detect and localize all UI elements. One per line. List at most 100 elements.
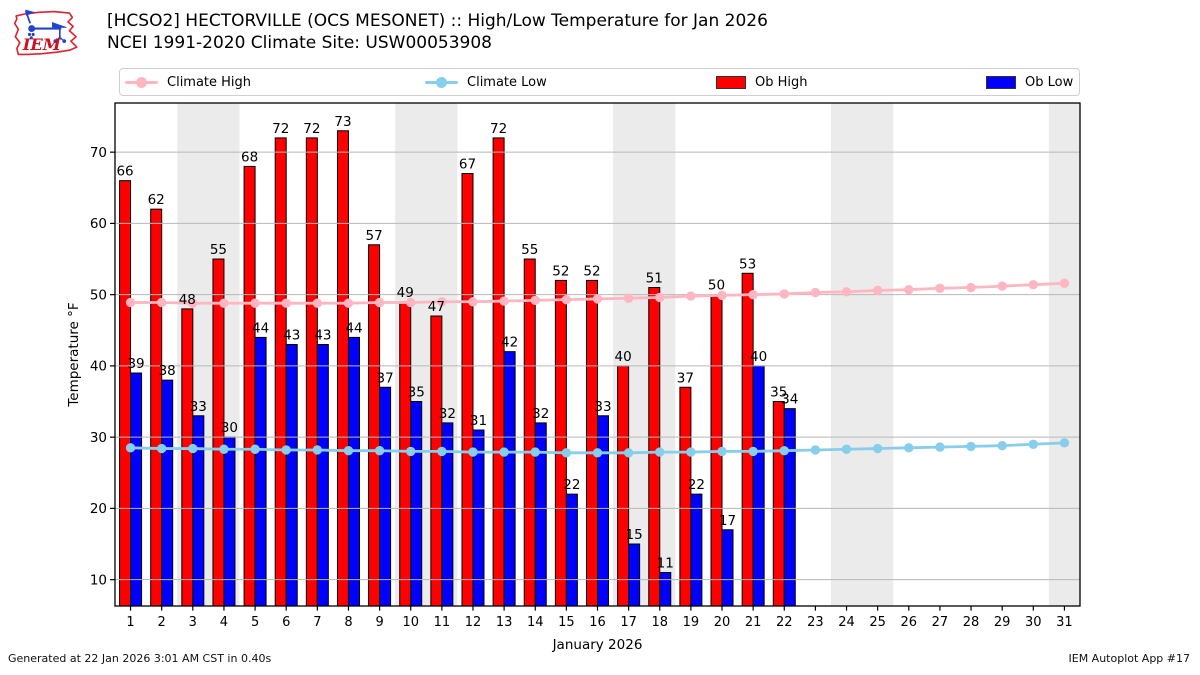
- x-tick-label: 10: [402, 615, 419, 630]
- ob-low-label: 34: [781, 392, 798, 408]
- ob-low-bar: [316, 344, 329, 607]
- ob-high-bar: [274, 137, 287, 607]
- climate-low-marker: [468, 447, 478, 457]
- climate-high-marker: [125, 297, 136, 308]
- ob-high-bar: [617, 365, 630, 607]
- ob-high-label: 57: [366, 228, 383, 244]
- climate-high-marker: [966, 282, 976, 293]
- climate-low-marker: [1059, 438, 1070, 448]
- ob-low-label: 43: [283, 328, 300, 344]
- ob-low-swatch-icon: [986, 75, 1016, 89]
- climate-low-marker: [343, 445, 354, 456]
- climate-low-marker: [779, 445, 789, 456]
- climate-low-marker: [810, 445, 821, 455]
- climate-high-marker: [499, 296, 509, 306]
- ob-low-label: 35: [408, 385, 425, 401]
- ob-low-bar: [783, 408, 796, 607]
- ob-low-bar: [752, 365, 765, 607]
- ob-low-label: 42: [501, 335, 518, 351]
- x-tick-label: 2: [158, 615, 166, 630]
- ob-high-label: 55: [210, 242, 227, 258]
- ob-low-bar: [285, 344, 298, 607]
- climate-low-marker: [841, 444, 852, 454]
- climate-low-swatch-icon: [425, 76, 458, 88]
- climate-high-marker: [935, 283, 945, 293]
- x-tick-label: 16: [589, 615, 606, 630]
- climate-low-marker: [966, 441, 976, 452]
- ob-low-label: 44: [345, 320, 362, 336]
- ob-high-label: 72: [490, 121, 507, 137]
- climate-high-swatch-icon: [125, 76, 158, 88]
- x-tick-label: 25: [869, 615, 886, 630]
- legend-label: Ob High: [755, 74, 808, 90]
- climate-high-marker: [250, 298, 260, 308]
- plot-frame: [114, 102, 1081, 607]
- ob-low-label: 32: [532, 406, 549, 422]
- ob-high-label: 49: [397, 285, 414, 301]
- ob-high-swatch-icon: [716, 75, 746, 89]
- ob-high-bar: [492, 137, 505, 607]
- ob-low-bar: [254, 336, 267, 607]
- climate-low-marker: [717, 446, 727, 457]
- x-tick-label: 19: [683, 615, 700, 630]
- ob-low-label: 38: [159, 363, 176, 379]
- y-tick-label: 70: [90, 145, 107, 161]
- ob-low-bar: [379, 386, 392, 607]
- ob-high-bar: [554, 279, 567, 607]
- ob-low-bar: [690, 493, 703, 607]
- legend-item-climate-high: Climate High: [125, 69, 251, 95]
- x-tick-label: 23: [807, 615, 824, 630]
- x-tick-label: 8: [344, 615, 352, 630]
- climate-high-marker: [810, 287, 821, 298]
- iem-logo-text: IEM: [22, 35, 62, 54]
- ob-high-label: 48: [179, 292, 196, 308]
- x-tick-label: 31: [1056, 615, 1073, 630]
- ob-high-bar: [586, 279, 598, 607]
- x-tick-label: 11: [434, 615, 451, 630]
- chart-header: [HCSO2] HECTORVILLE (OCS MESONET) :: Hig…: [107, 10, 768, 54]
- ob-high-label: 55: [521, 242, 538, 258]
- climate-low-marker: [1028, 439, 1039, 449]
- ob-low-label: 33: [190, 399, 207, 415]
- ob-high-bar: [336, 130, 349, 607]
- ob-low-bar: [410, 401, 423, 607]
- ob-high-bar: [119, 180, 132, 607]
- ob-low-bar: [628, 543, 641, 607]
- y-tick-label: 20: [90, 501, 107, 517]
- climate-low-marker: [437, 446, 447, 457]
- ob-high-label: 52: [552, 263, 569, 279]
- climate-high-marker: [1028, 279, 1039, 290]
- climate-low-marker: [592, 448, 603, 458]
- climate-high-marker: [343, 298, 354, 308]
- climate-high-marker: [561, 294, 572, 305]
- x-tick-label: 27: [932, 615, 949, 630]
- x-tick-label: 22: [776, 615, 793, 630]
- ob-low-label: 39: [127, 356, 144, 372]
- legend-label: Ob Low: [1025, 74, 1074, 90]
- ob-high-bar: [461, 173, 474, 607]
- ob-high-bar: [305, 137, 318, 607]
- weekend-band: [1048, 103, 1080, 606]
- x-tick-label: 14: [527, 615, 544, 630]
- climate-high-marker: [437, 297, 447, 307]
- climate-low-marker: [499, 447, 509, 457]
- climate-high-marker: [717, 290, 727, 301]
- legend-label: Climate Low: [467, 74, 547, 90]
- climate-low-marker: [623, 448, 634, 458]
- climate-low-marker: [281, 445, 291, 455]
- ob-low-label: 33: [594, 399, 611, 415]
- ob-high-label: 35: [770, 385, 787, 401]
- x-tick-label: 18: [651, 615, 668, 630]
- ob-high-label: 51: [646, 271, 663, 287]
- climate-low-marker: [250, 444, 260, 454]
- x-tick-label: 26: [901, 615, 918, 630]
- ob-high-bar: [243, 165, 256, 607]
- ob-low-label: 32: [439, 406, 456, 422]
- climate-low-marker: [188, 443, 198, 454]
- ob-high-label: 62: [148, 192, 165, 208]
- ob-low-label: 15: [626, 527, 643, 543]
- climate-low-marker: [655, 447, 665, 457]
- y-tick-label: 30: [90, 430, 107, 446]
- x-tick-label: 17: [620, 615, 637, 630]
- climate-high-marker: [686, 291, 696, 301]
